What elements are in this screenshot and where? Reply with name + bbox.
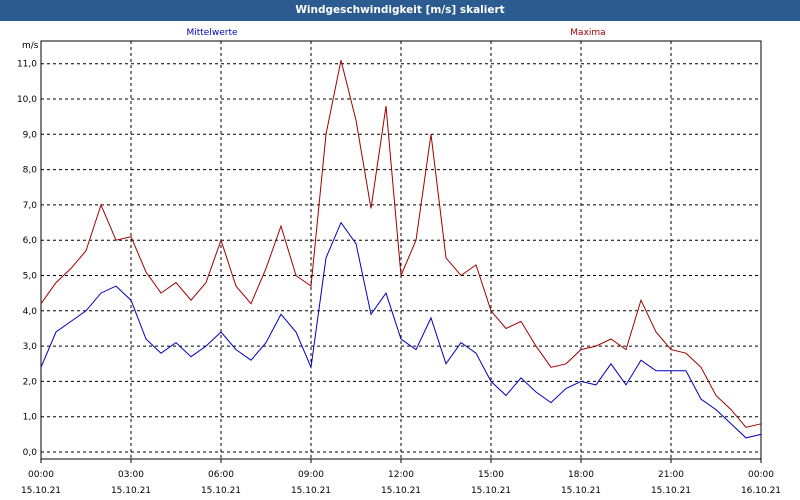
x-tick-time: 09:00	[298, 470, 324, 480]
x-tick-time: 00:00	[28, 470, 54, 480]
y-tick-label: 0,0	[23, 448, 38, 458]
y-tick-label: 10,0	[17, 95, 37, 105]
y-tick-label: 4,0	[23, 307, 38, 317]
x-tick-time: 15:00	[478, 470, 504, 480]
x-tick-date: 15.10.21	[381, 486, 421, 496]
y-tick-label: 7,0	[23, 201, 38, 211]
x-tick-time: 12:00	[388, 470, 414, 480]
chart-title: Windgeschwindigkeit [m/s] skaliert	[0, 0, 800, 21]
y-tick-label: 9,0	[23, 130, 38, 140]
x-tick-time: 00:00	[748, 470, 774, 480]
x-tick-date: 15.10.21	[471, 486, 511, 496]
y-tick-label: 6,0	[23, 236, 38, 246]
series-lines	[40, 60, 762, 439]
y-tick-label: 3,0	[23, 342, 38, 352]
x-tick-date: 15.10.21	[201, 486, 241, 496]
y-axis-label: m/s	[22, 41, 39, 51]
x-tick-date: 15.10.21	[21, 486, 61, 496]
y-tick-label: 5,0	[23, 272, 38, 282]
x-tick-time: 06:00	[208, 470, 234, 480]
x-tick-time: 21:00	[658, 470, 684, 480]
x-tick-date: 16.10.21	[741, 486, 781, 496]
gridlines	[41, 41, 761, 459]
series-line-maxima	[40, 60, 762, 428]
x-tick-time: 03:00	[118, 470, 144, 480]
x-axis-ticks: 00:00 15.10.21 03:00 15.10.21 06:00 15.10.21 0…	[21, 459, 781, 496]
y-tick-label: 11,0	[17, 60, 37, 70]
y-axis-ticks: 0,0 1,0 2,0 3,0 4,0 5,0 6,0 7,0 8,0 9,0 10,0 11,0	[17, 60, 37, 458]
x-tick-date: 15.10.21	[111, 486, 151, 496]
legend-mittelwerte: Mittelwerte	[186, 28, 237, 38]
y-tick-label: 8,0	[23, 166, 38, 176]
y-tick-label: 1,0	[23, 413, 38, 423]
legend-maxima: Maxima	[570, 28, 605, 38]
x-tick-date: 15.10.21	[561, 486, 601, 496]
x-tick-date: 15.10.21	[291, 486, 331, 496]
y-tick-label: 2,0	[23, 377, 38, 387]
x-tick-time: 18:00	[568, 470, 594, 480]
series-line-mittelwerte	[40, 221, 762, 439]
x-tick-date: 15.10.21	[651, 486, 691, 496]
